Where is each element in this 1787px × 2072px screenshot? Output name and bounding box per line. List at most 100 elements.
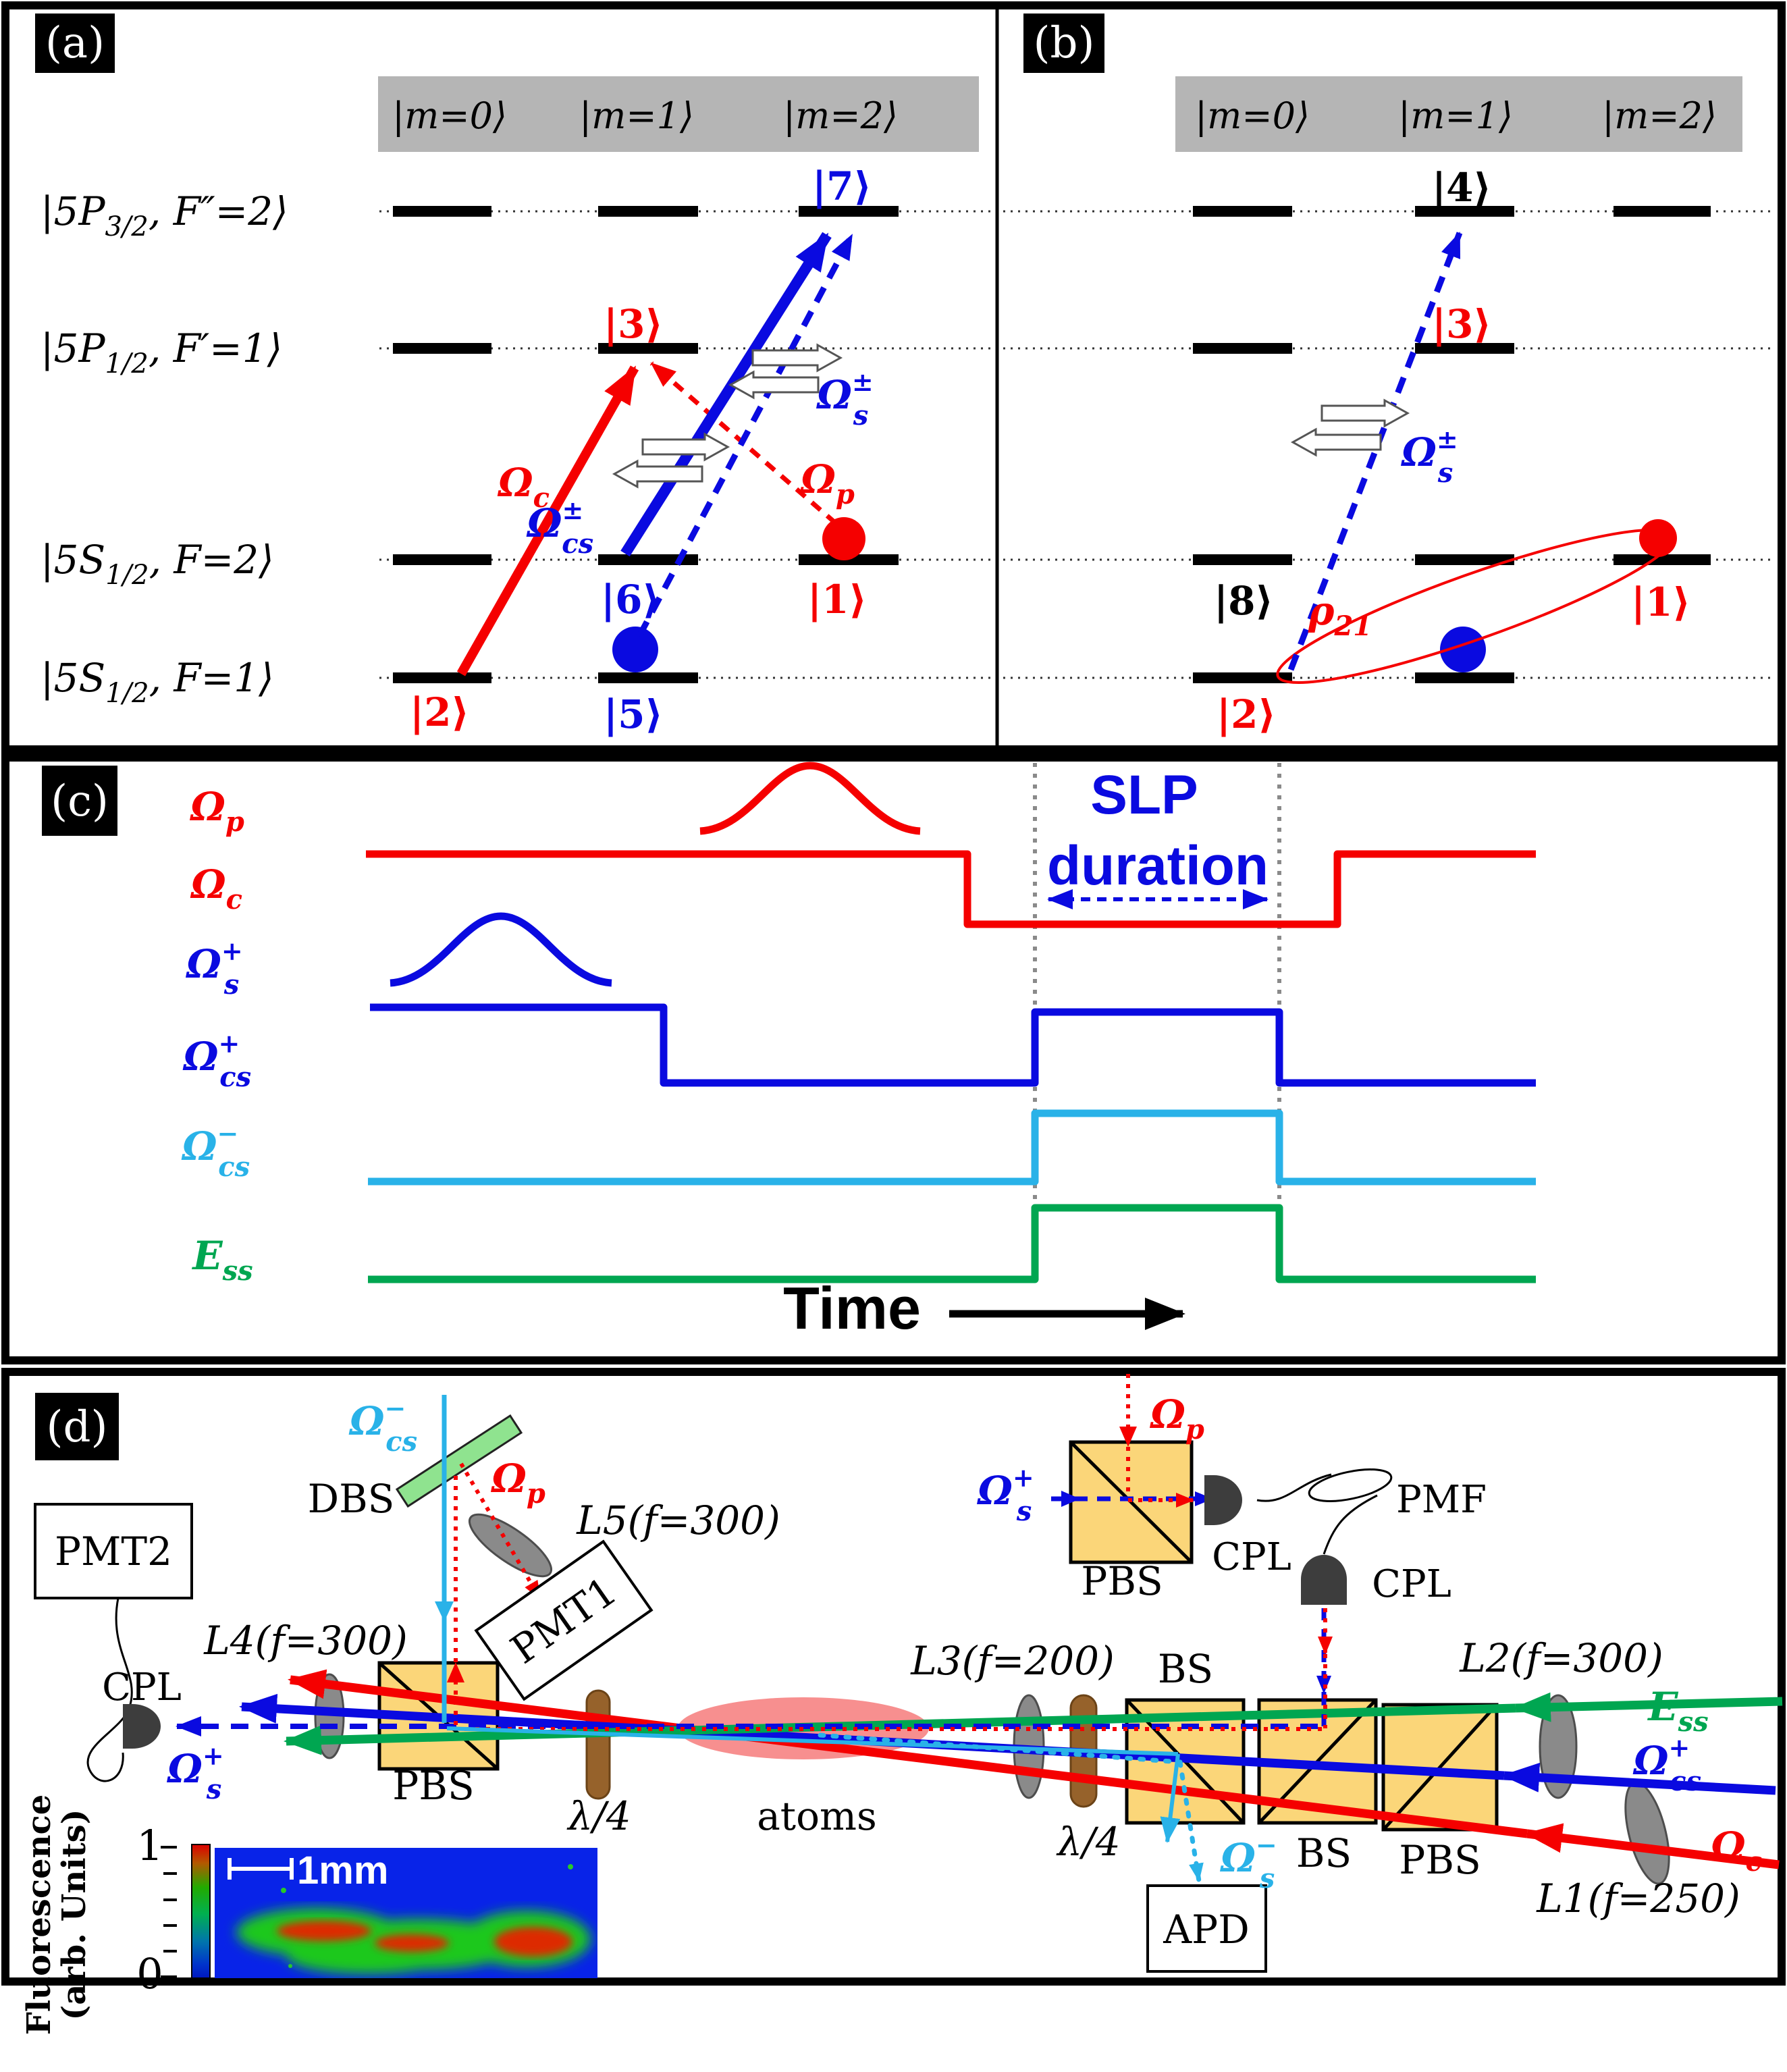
trace-label-ess: Ess (191, 1233, 252, 1287)
m-band-b (1175, 76, 1742, 152)
waveplate-label-right: λ/4 (1056, 1819, 1120, 1865)
ess-beam-right (1513, 1692, 1783, 1722)
atoms-label: atoms (757, 1793, 877, 1839)
tag-box-d (35, 1393, 119, 1460)
ket-1a: |1⟩ (807, 577, 867, 622)
ket-6: |6⟩ (601, 577, 660, 622)
omega-c-label-d: Ωc (1709, 1824, 1762, 1878)
cpl-detector-fiber (1301, 1555, 1347, 1605)
tag-b: (b) (1034, 18, 1095, 68)
omega-s-arrow-b (1287, 232, 1463, 671)
level-bars-b (1193, 206, 1711, 683)
pmt2-wire (86, 1597, 133, 1782)
population-dot-blue-b (1440, 627, 1486, 672)
red-down-arrowhead (1119, 1427, 1137, 1447)
trace-label-omega-cs-minus: Ω− cs (181, 1118, 250, 1183)
omega-cs-minus-beam-axis (446, 1726, 1179, 1756)
inset-tick-0: 0 (136, 1949, 163, 1998)
tag-box-a (35, 14, 115, 73)
panel-c-border (1, 753, 1786, 1364)
omega-s-minus-to-apd (1177, 1759, 1204, 1884)
blue-mid-arrowhead (1061, 1491, 1080, 1507)
m1-label-a: |m=1⟩ (579, 95, 694, 137)
ket-3b: |3⟩ (1432, 301, 1491, 347)
omega-cs-plus-label: Ω+ cs (1632, 1732, 1701, 1797)
level-bars-a (393, 206, 899, 683)
inset-ticks (161, 1846, 177, 1978)
l1-label: L1(f=250) (1536, 1876, 1740, 1921)
omega-s-plus-label-left: Ω+ s (166, 1741, 223, 1805)
ket-7: |7⟩ (812, 163, 872, 209)
pbs-label-left: PBS (392, 1763, 474, 1809)
dbs-mirror (395, 1414, 523, 1508)
fiber-wire-2 (1323, 1494, 1378, 1555)
sigma-block-arrows-b (1290, 398, 1410, 457)
m0-label-b: |m=0⟩ (1195, 95, 1310, 137)
omega-c-arrow (456, 365, 639, 676)
omega-s-label-a: Ω± s (816, 367, 873, 431)
lens-l5 (468, 1513, 553, 1578)
omega-p-label-left: Ωp (490, 1456, 545, 1510)
pmf-label: PMF (1396, 1478, 1487, 1522)
bs-label-2: BS (1296, 1830, 1352, 1876)
inset-scalebar (228, 1858, 294, 1880)
cyan-down-arrow (1160, 1753, 1181, 1843)
tag-box-b (1023, 14, 1104, 73)
omega-c-beam-left (288, 1669, 1528, 1838)
omega-p-pulse (699, 762, 921, 835)
fluorescence-inset: Fluorescence(arb. Units) 1 0 (20, 1795, 597, 2036)
l2-label: L2(f=300) (1459, 1635, 1663, 1681)
dbs-label: DBS (308, 1476, 395, 1522)
omega-s-plus-label-top: Ω+ s (976, 1462, 1034, 1527)
inset-ylabel: Fluorescence(arb. Units) (20, 1795, 93, 2036)
bs-label-1: BS (1158, 1646, 1213, 1692)
omega-s-plus-pulse (390, 912, 612, 987)
inset-tick-1: 1 (136, 1821, 163, 1870)
cpl-label-fiber: CPL (1372, 1562, 1451, 1606)
l5-label: L5(f=300) (576, 1497, 780, 1543)
level-label-5p12: |5P1/2, F′=1⟩ (41, 325, 282, 379)
tag-d: (d) (47, 1402, 108, 1452)
slp-label-line1: SLP (1090, 764, 1198, 826)
slp-label-line2: duration (1047, 835, 1269, 897)
level-label-5p32: |5P3/2, F″=2⟩ (41, 188, 288, 242)
pmf-fiber-loop (1308, 1468, 1393, 1502)
ket-2b: |2⟩ (1217, 691, 1276, 737)
trace-label-omega-c: Ωc (190, 861, 242, 915)
ket-3a: |3⟩ (604, 301, 663, 347)
omega-s-minus-beam (818, 1732, 1183, 1765)
waveplate-label-left: λ/4 (566, 1793, 631, 1839)
inset-scalebar-label: 1mm (297, 1849, 388, 1892)
cpl-detector-left (123, 1704, 161, 1749)
level-label-5s2: |5S1/2, F=2⟩ (41, 537, 274, 591)
apd-box (1146, 1884, 1267, 1973)
tag-box-c (42, 766, 117, 836)
ess-label: Ess (1647, 1684, 1708, 1738)
inset-blob (236, 1864, 591, 1974)
omega-s-label-b: Ω± s (1400, 424, 1458, 489)
time-axis-label: Time (783, 1275, 921, 1342)
inset-colorbar (191, 1844, 211, 1979)
m-band-a (378, 76, 979, 152)
ket-4: |4⟩ (1432, 165, 1491, 211)
omega-c-beam-right (1524, 1823, 1780, 1869)
m1-label-b: |m=1⟩ (1398, 95, 1513, 137)
trace-label-omega-s-plus: Ω+ s (185, 936, 242, 1001)
omega-cs-arrow (620, 232, 832, 557)
pbs-label-right: PBS (1399, 1837, 1481, 1883)
cpl-label-top: CPL (1212, 1535, 1291, 1579)
rho21-label: ρ21 (1308, 588, 1372, 642)
omega-s-arrow-a (637, 233, 855, 638)
panel-d: (d) atoms (1, 1368, 1786, 2036)
apd-label: APD (1163, 1907, 1249, 1953)
m2-label-b: |m=2⟩ (1602, 95, 1717, 137)
tag-a: (a) (45, 18, 105, 68)
omega-p-label-a: Ωp (799, 456, 855, 510)
population-dot-red-a (822, 517, 865, 560)
ket-2a: |2⟩ (410, 689, 469, 735)
panel-c: (c) Ωp Ωc Ω+ s Ω+ cs Ω− cs Ess SLP duration… (1, 753, 1786, 1364)
pmt2-label: PMT2 (55, 1529, 172, 1574)
cyan-mid-arrowhead (435, 1601, 454, 1622)
